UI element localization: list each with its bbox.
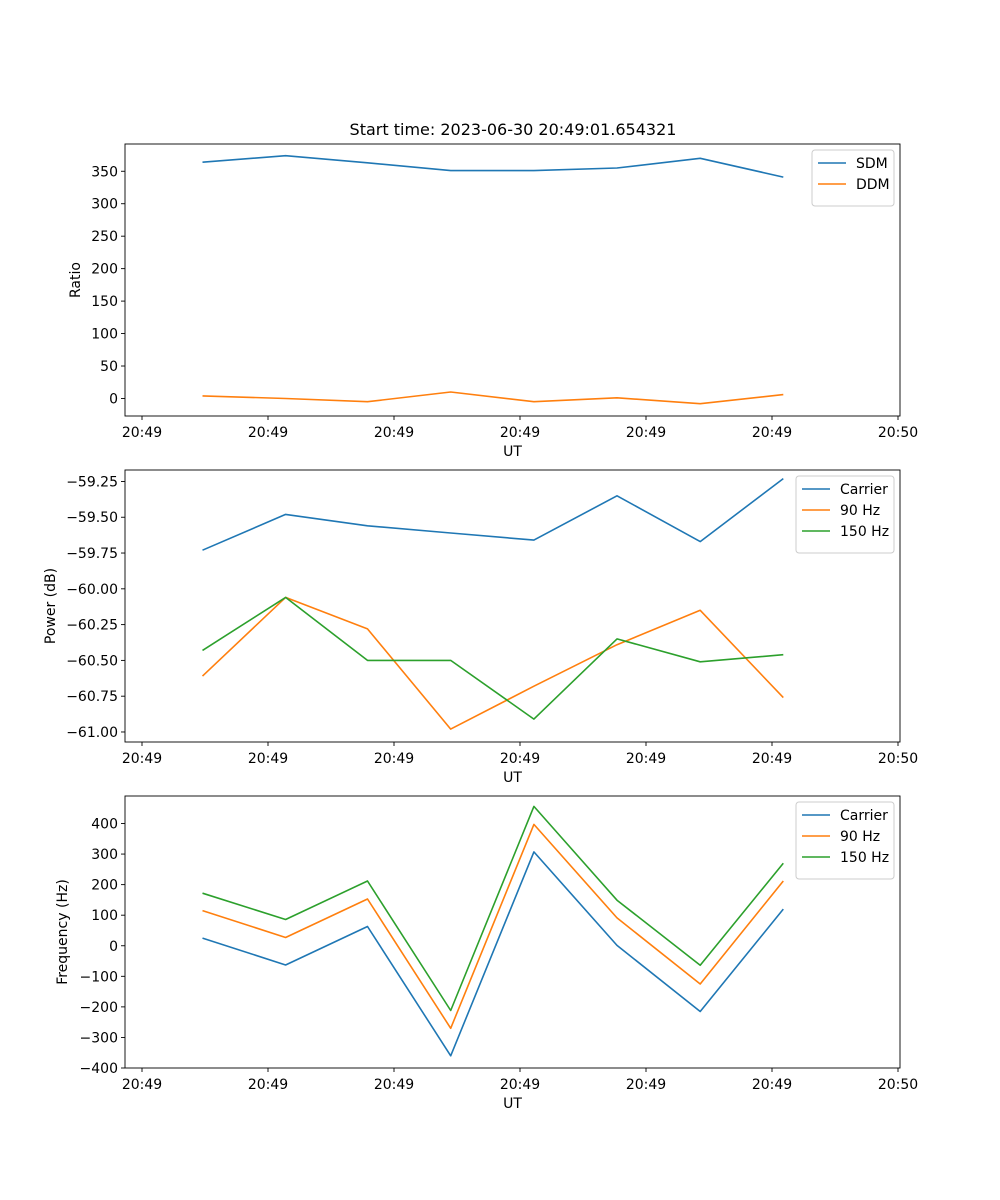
legend-box (795, 801, 895, 880)
x-tick-label: 20:49 (374, 751, 414, 767)
axes-frame (124, 143, 901, 417)
y-tick-label: −59.25 (66, 474, 118, 490)
y-tick-label: −60.00 (66, 582, 118, 598)
y-tick-label: 200 (91, 262, 118, 278)
x-tick-label: 20:49 (122, 425, 162, 441)
y-tick-label: 350 (91, 164, 118, 180)
legend-label: DDM (856, 177, 890, 193)
y-axis-label: Power (dB) (43, 568, 59, 644)
x-tick-label: 20:49 (374, 425, 414, 441)
x-tick-label: 20:49 (122, 751, 162, 767)
x-tick-label: 20:49 (752, 1077, 792, 1093)
y-tick-label: 300 (91, 847, 118, 863)
y-tick-label: 250 (91, 229, 118, 245)
y-tick-label: −200 (80, 1000, 118, 1016)
axes-frame (124, 795, 901, 1069)
x-tick-label: 20:49 (500, 1077, 540, 1093)
y-tick-label: −100 (80, 969, 118, 985)
y-tick-label: −300 (80, 1030, 118, 1046)
y-tick-label: −59.75 (66, 546, 118, 562)
x-tick-label: 20:49 (500, 751, 540, 767)
legend-label: 150 Hz (840, 524, 889, 540)
x-tick-label: 20:50 (878, 751, 918, 767)
legend-label: Carrier (840, 808, 888, 824)
x-tick-label: 20:49 (626, 751, 666, 767)
legend: Carrier 90 Hz 150 Hz (795, 475, 895, 554)
chart-panel-3: 20:49 20:49 20:49 20:49 20:49 20:49 20:50 −400 −… (55, 795, 918, 1112)
x-tick-label: 20:49 (122, 1077, 162, 1093)
x-tick-label: 20:49 (752, 751, 792, 767)
legend-box (811, 149, 895, 207)
x-tick-label: 20:50 (878, 1077, 918, 1093)
legend: SDM DDM (811, 149, 895, 207)
figure-title: Start time: 2023-06-30 20:49:01.654321 (349, 120, 677, 139)
y-tick-label: 0 (109, 391, 118, 407)
y-tick-label: 100 (91, 327, 118, 343)
y-tick-label: −61.00 (66, 725, 118, 741)
chart-panel-1: 20:49 20:49 20:49 20:49 20:49 20:49 20:50 0 50 10… (68, 143, 918, 460)
chart-panel-2: 20:49 20:49 20:49 20:49 20:49 20:49 20:50 −61.0… (43, 469, 918, 786)
x-tick-label: 20:49 (500, 425, 540, 441)
x-tick-label: 20:50 (878, 425, 918, 441)
x-tick-label: 20:49 (374, 1077, 414, 1093)
y-tick-label: 100 (91, 908, 118, 924)
y-tick-label: −59.50 (66, 510, 118, 526)
y-tick-label: −60.75 (66, 689, 118, 705)
x-axis-label: UT (503, 444, 522, 460)
y-tick-label: 200 (91, 878, 118, 894)
x-tick-label: 20:49 (626, 1077, 666, 1093)
series-line-1 (202, 154, 784, 178)
y-tick-label: 400 (91, 817, 118, 833)
x-tick-label: 20:49 (752, 425, 792, 441)
legend-label: 150 Hz (840, 850, 889, 866)
y-tick-label: 300 (91, 197, 118, 213)
y-tick-label: −60.25 (66, 618, 118, 634)
legend-label: Carrier (840, 482, 888, 498)
x-tick-label: 20:49 (626, 425, 666, 441)
series-line-1 (202, 477, 784, 551)
x-axis-label: UT (503, 1096, 522, 1112)
y-tick-label: 150 (91, 294, 118, 310)
x-axis-label: UT (503, 770, 522, 786)
y-axis-label: Ratio (68, 262, 84, 298)
x-tick-label: 20:49 (248, 1077, 288, 1093)
y-tick-label: −60.50 (66, 653, 118, 669)
x-tick-label: 20:49 (248, 425, 288, 441)
legend-box (795, 475, 895, 554)
legend-label: 90 Hz (840, 503, 880, 519)
series-line-3 (202, 805, 784, 1012)
legend-label: 90 Hz (840, 829, 880, 845)
legend: Carrier 90 Hz 150 Hz (795, 801, 895, 880)
y-tick-label: 0 (109, 939, 118, 955)
legend-label: SDM (856, 156, 888, 172)
y-tick-label: 50 (100, 359, 118, 375)
series-line-3 (202, 596, 784, 720)
series-line-2 (202, 823, 784, 1030)
series-line-2 (201, 596, 784, 730)
y-tick-label: −400 (80, 1061, 118, 1077)
x-tick-label: 20:49 (248, 751, 288, 767)
series-line-1 (202, 851, 784, 1057)
y-axis-label: Frequency (Hz) (55, 879, 71, 985)
series-line-2 (202, 391, 784, 405)
axes-frame (124, 469, 901, 743)
